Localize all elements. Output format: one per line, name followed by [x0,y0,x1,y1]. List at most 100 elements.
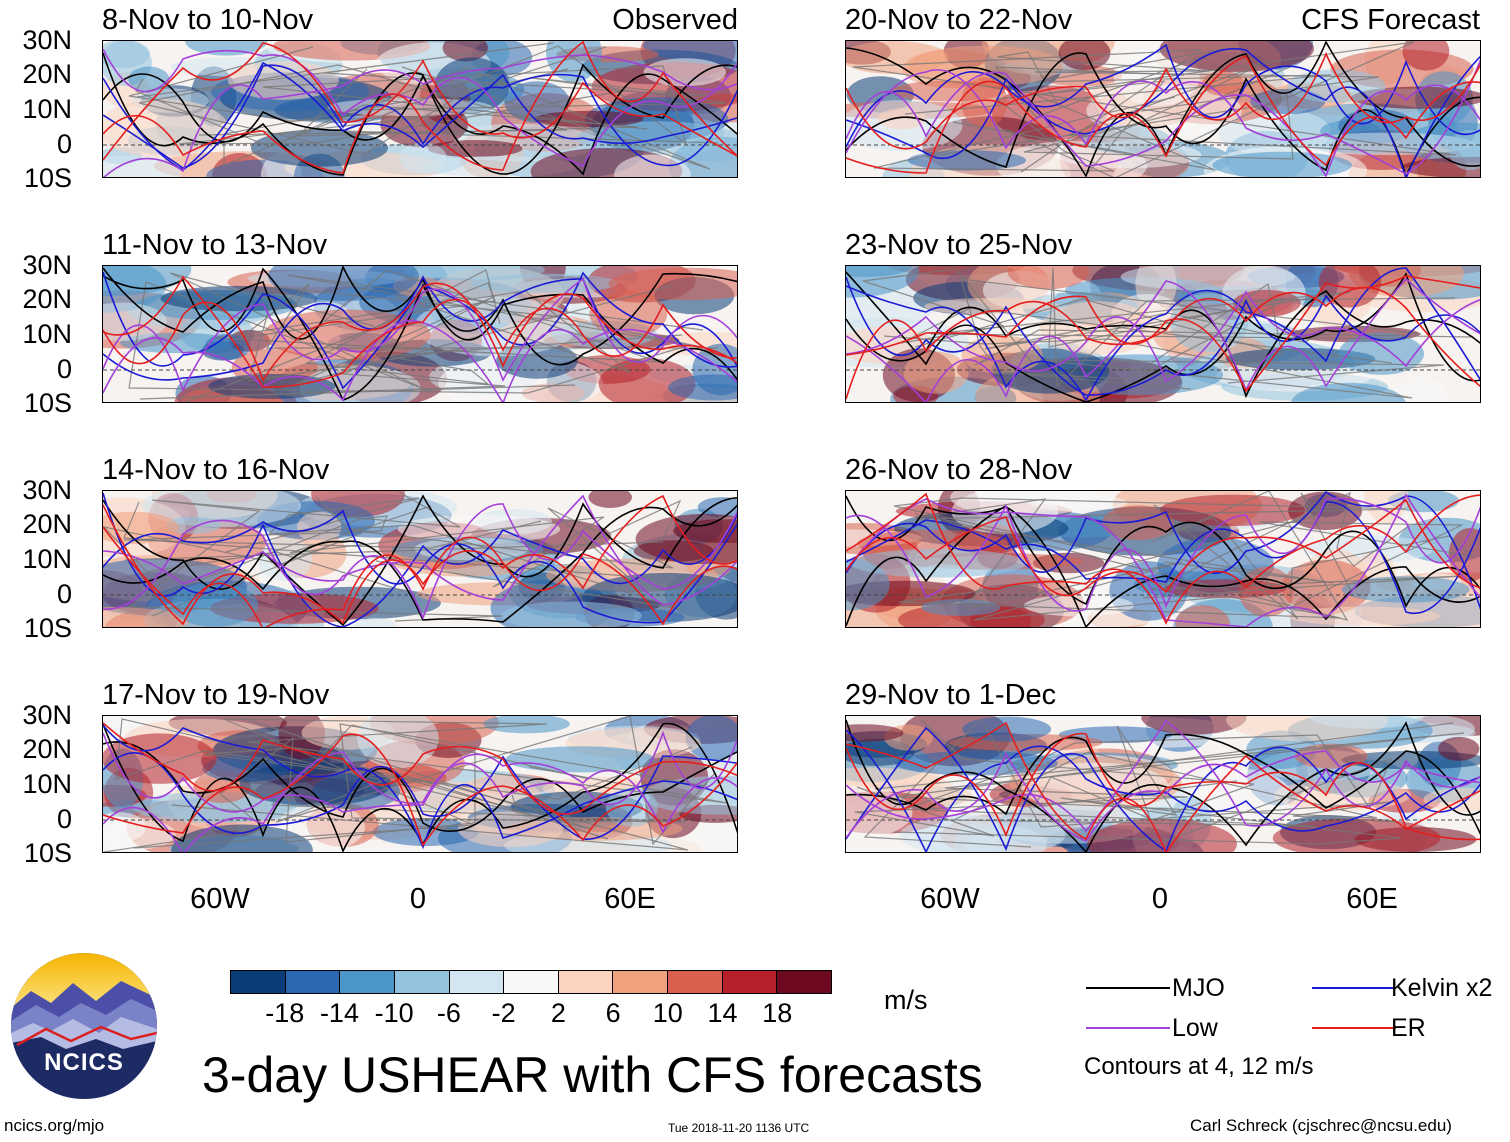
colorbar-cell [777,971,832,993]
legend-label: ER [1391,1014,1426,1042]
map-panel [102,715,738,853]
shear-shading [1394,376,1448,402]
wave-contour [103,282,737,382]
wave-contour [103,64,737,169]
shear-shading [171,824,313,852]
figure-title: 3-day USHEAR with CFS forecasts [202,1047,983,1103]
lon-label: 0 [1151,883,1169,915]
panel-title: 23-Nov to 25-Nov [845,229,1073,261]
lat-label: 0 [56,579,72,609]
colorbar-label: 14 [707,998,738,1028]
colorbar-cell [285,971,341,993]
shear-shading [1023,594,1134,617]
shear-shading [643,41,737,65]
shear-shading [643,58,726,87]
lat-label: 0 [56,804,72,834]
panel-title: 20-Nov to 22-Nov [845,4,1073,36]
wave-contour [103,73,737,176]
shear-map [103,266,737,402]
author-credit: Carl Schreck (cjschrec@ncsu.edu) [1190,1116,1452,1135]
shear-shading [1438,736,1480,761]
shear-shading [1021,762,1169,811]
shear-shading [103,266,167,313]
shear-shading [103,511,179,544]
shear-shading [504,81,570,123]
shear-shading [846,724,904,742]
shear-shading [685,716,737,761]
shear-shading [353,617,398,627]
coastline [929,491,1349,621]
lat-label: 20N [22,59,72,89]
coastline [873,80,1176,174]
lat-label: 30N [22,250,72,280]
coastline [127,491,503,622]
kelvin-legend-line [1312,987,1396,989]
colorbar-label: -18 [265,998,305,1028]
coastline [1048,267,1456,388]
coastline [893,497,1407,584]
lat-label: 10S [23,613,72,643]
wave-contour [103,54,737,177]
wave-contour [103,509,737,624]
coastline [124,499,682,588]
wave-contour [846,43,1480,148]
colorbar-label: 6 [605,998,621,1028]
lat-label: 10N [22,769,72,799]
shear-shading [849,548,1027,578]
map-panel [845,265,1481,403]
map-panel [845,490,1481,628]
observed-label: Observed [612,4,738,36]
panel-title: 26-Nov to 28-Nov [845,454,1073,486]
coastline [902,734,1393,844]
colorbar-unit: m/s [884,985,928,1015]
wave-contour [846,726,1480,852]
colorbar-cell [340,971,395,993]
shear-shading [505,746,655,773]
shear-shading [103,606,191,627]
wave-contour [846,275,1480,393]
map-panel [845,715,1481,853]
panel-title: 14-Nov to 16-Nov [102,454,330,486]
wave-contour [103,732,737,834]
wave-contour [103,733,737,847]
website-link[interactable]: ncics.org/mjo [4,1116,105,1135]
wave-contour [846,750,1480,842]
colorbar [230,970,832,994]
map-panel [102,490,738,628]
lat-label: 30N [22,25,72,55]
colorbar-label: 10 [652,998,683,1028]
lat-label: 10S [23,838,72,868]
wave-contour [846,276,1480,396]
shear-shading [160,285,318,312]
colorbar-cell [504,971,559,993]
coastline [930,291,1406,350]
er-legend-line [1312,1027,1396,1029]
wave-contour [846,492,1480,625]
panel-title: 11-Nov to 13-Nov [102,229,328,261]
coastline [914,282,1283,390]
colorbar-cell [668,971,723,993]
wave-contour [846,719,1480,833]
wave-contour [103,503,737,621]
colorbar-label: 2 [550,998,566,1028]
shear-shading [165,516,221,534]
shear-shading [697,497,737,518]
wave-contour [846,59,1480,175]
wave-contour [103,41,737,174]
wave-contour [846,733,1480,835]
wave-contour [103,494,737,626]
map-panel [102,265,738,403]
wave-contour [103,319,737,402]
shear-shading [1290,382,1406,402]
wave-contour [103,526,737,627]
shear-shading [1163,579,1286,599]
legend-label: MJO [1172,974,1225,1002]
coastline [914,498,1222,621]
colorbar-cell [722,971,778,993]
shear-shading [1159,494,1306,526]
coastline [214,269,660,373]
shear-shading [171,582,259,627]
shear-shading [1141,716,1247,735]
wave-contour [846,491,1480,610]
wave-contour [846,729,1480,852]
